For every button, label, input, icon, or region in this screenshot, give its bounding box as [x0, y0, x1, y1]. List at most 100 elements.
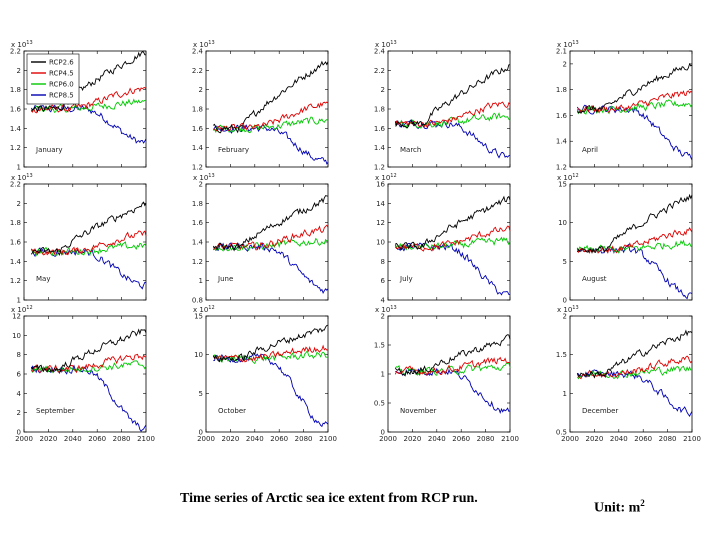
series-line-rcp26	[212, 324, 329, 363]
y-tick-label: 10	[376, 239, 385, 247]
y-tick-label: 1.4	[192, 144, 204, 152]
y-tick-label: 1.2	[374, 164, 385, 172]
month-label: June	[217, 275, 233, 283]
multiplier-label: x 1012	[11, 305, 33, 314]
y-tick-label: 2.4	[192, 48, 204, 56]
multiplier-exponent: 13	[26, 173, 32, 179]
y-tick-label: 10	[12, 332, 21, 340]
y-tick-label: 12	[376, 219, 385, 227]
y-tick-label: 1	[381, 371, 385, 379]
panel-november: x 1013 0 0.5 1 1.5 2 2000 2020 2040 2060 2080 2100 N…	[374, 305, 519, 443]
y-tick-label: 1.5	[556, 351, 567, 359]
y-tick-label: 16	[376, 181, 385, 189]
legend-label: RCP6.0	[49, 81, 74, 89]
y-tick-label: 0.5	[374, 400, 385, 408]
panel-december: x 1013 0.5 1 1.5 2 2000 2020 2040 2060 2080 2100 De…	[556, 305, 701, 443]
multiplier-base: x 10	[375, 306, 390, 314]
y-tick-label: 12	[12, 313, 21, 321]
series-line-rcp85	[30, 104, 147, 144]
x-tick-label: 2040	[428, 435, 446, 443]
x-tick-label: 2020	[221, 435, 239, 443]
series-line-rcp85	[577, 369, 693, 417]
y-tick-label: 1.8	[556, 86, 567, 94]
panel-march: x 1013 1.2 1.4 1.6 1.8 2 2.2 2.4 March	[374, 40, 511, 172]
multiplier-exponent: 12	[572, 173, 578, 179]
x-tick-label: 2020	[39, 435, 57, 443]
y-tick-label: 1.2	[10, 277, 21, 285]
month-label: September	[36, 407, 75, 415]
month-label: October	[218, 407, 246, 415]
y-tick-label: 1.6	[374, 125, 386, 133]
x-tick-label: 2060	[452, 435, 470, 443]
y-tick-label: 10	[558, 219, 567, 227]
series-line-rcp26	[394, 334, 511, 377]
axes-box	[205, 315, 329, 433]
multiplier-base: x 10	[557, 174, 572, 182]
y-tick-label: 14	[376, 200, 385, 208]
y-tick-label: 1.6	[10, 106, 22, 114]
x-tick-label: 2040	[64, 435, 82, 443]
multiplier-exponent: 13	[572, 305, 578, 311]
y-tick-label: 2	[199, 181, 203, 189]
x-tick-label: 2040	[610, 435, 628, 443]
y-tick-label: 2	[199, 86, 203, 94]
y-tick-label: 1.6	[10, 239, 22, 247]
y-tick-label: 2	[381, 313, 385, 321]
y-tick-label: 4	[17, 390, 22, 398]
series-line-rcp60	[213, 237, 329, 252]
series-line-rcp26	[394, 64, 511, 129]
multiplier-exponent: 13	[390, 40, 396, 46]
x-tick-label: 2020	[585, 435, 603, 443]
panel-may: x 1013 1 1.2 1.4 1.6 1.8 2 2.2 May	[10, 173, 147, 305]
panel-october: x 1012 0 5 10 15 2000 2020 2040 2060 2080 2100 Octo…	[193, 305, 337, 443]
month-label: January	[35, 146, 63, 154]
y-tick-label: 1.2	[192, 258, 203, 266]
y-tick-label: 2.2	[192, 67, 203, 75]
multiplier-base: x 10	[193, 306, 208, 314]
y-tick-label: 0.8	[192, 297, 203, 305]
y-tick-label: 0	[17, 429, 21, 437]
month-label: July	[399, 275, 413, 283]
series-line-rcp26	[576, 62, 693, 114]
legend-label: RCP4.5	[49, 70, 74, 78]
y-tick-label: 2	[563, 60, 567, 68]
series-line-rcp26	[30, 328, 147, 373]
multiplier-exponent: 12	[26, 305, 32, 311]
y-tick-label: 2	[17, 200, 21, 208]
multiplier-label: x 1013	[375, 40, 397, 49]
multiplier-label: x 1013	[11, 40, 33, 49]
x-tick-label: 2020	[403, 435, 421, 443]
y-tick-label: 1.4	[10, 125, 22, 133]
x-tick-label: 2060	[270, 435, 288, 443]
month-label: May	[36, 275, 50, 283]
multiplier-exponent: 13	[390, 305, 396, 311]
multiplier-base: x 10	[11, 174, 26, 182]
multiplier-exponent: 12	[390, 173, 396, 179]
y-tick-label: 1	[17, 297, 21, 305]
y-tick-label: 1.2	[556, 164, 567, 172]
axes-box	[387, 50, 511, 168]
multiplier-base: x 10	[375, 174, 390, 182]
month-label: August	[582, 275, 607, 283]
y-tick-label: 2.4	[374, 48, 386, 56]
y-tick-label: 0	[199, 429, 203, 437]
multiplier-base: x 10	[11, 306, 26, 314]
axes-box	[23, 315, 147, 433]
x-tick-label: 2000	[561, 435, 579, 443]
multiplier-base: x 10	[11, 41, 26, 49]
panel-june: x 1013 0.8 1 1.2 1.4 1.6 1.8 2 June	[192, 173, 329, 305]
multiplier-base: x 10	[557, 41, 572, 49]
y-tick-label: 2	[17, 67, 21, 75]
series-line-rcp26	[212, 195, 329, 252]
multiplier-label: x 1013	[193, 173, 215, 182]
y-tick-label: 2	[17, 409, 21, 417]
y-tick-label: 1.8	[10, 219, 21, 227]
x-tick-label: 2080	[295, 435, 313, 443]
series-line-rcp60	[213, 116, 329, 134]
y-tick-label: 1.4	[10, 258, 22, 266]
multiplier-exponent: 13	[572, 40, 578, 46]
axes-box	[205, 183, 329, 301]
y-tick-label: 4	[381, 297, 386, 305]
y-tick-label: 2.2	[10, 181, 21, 189]
